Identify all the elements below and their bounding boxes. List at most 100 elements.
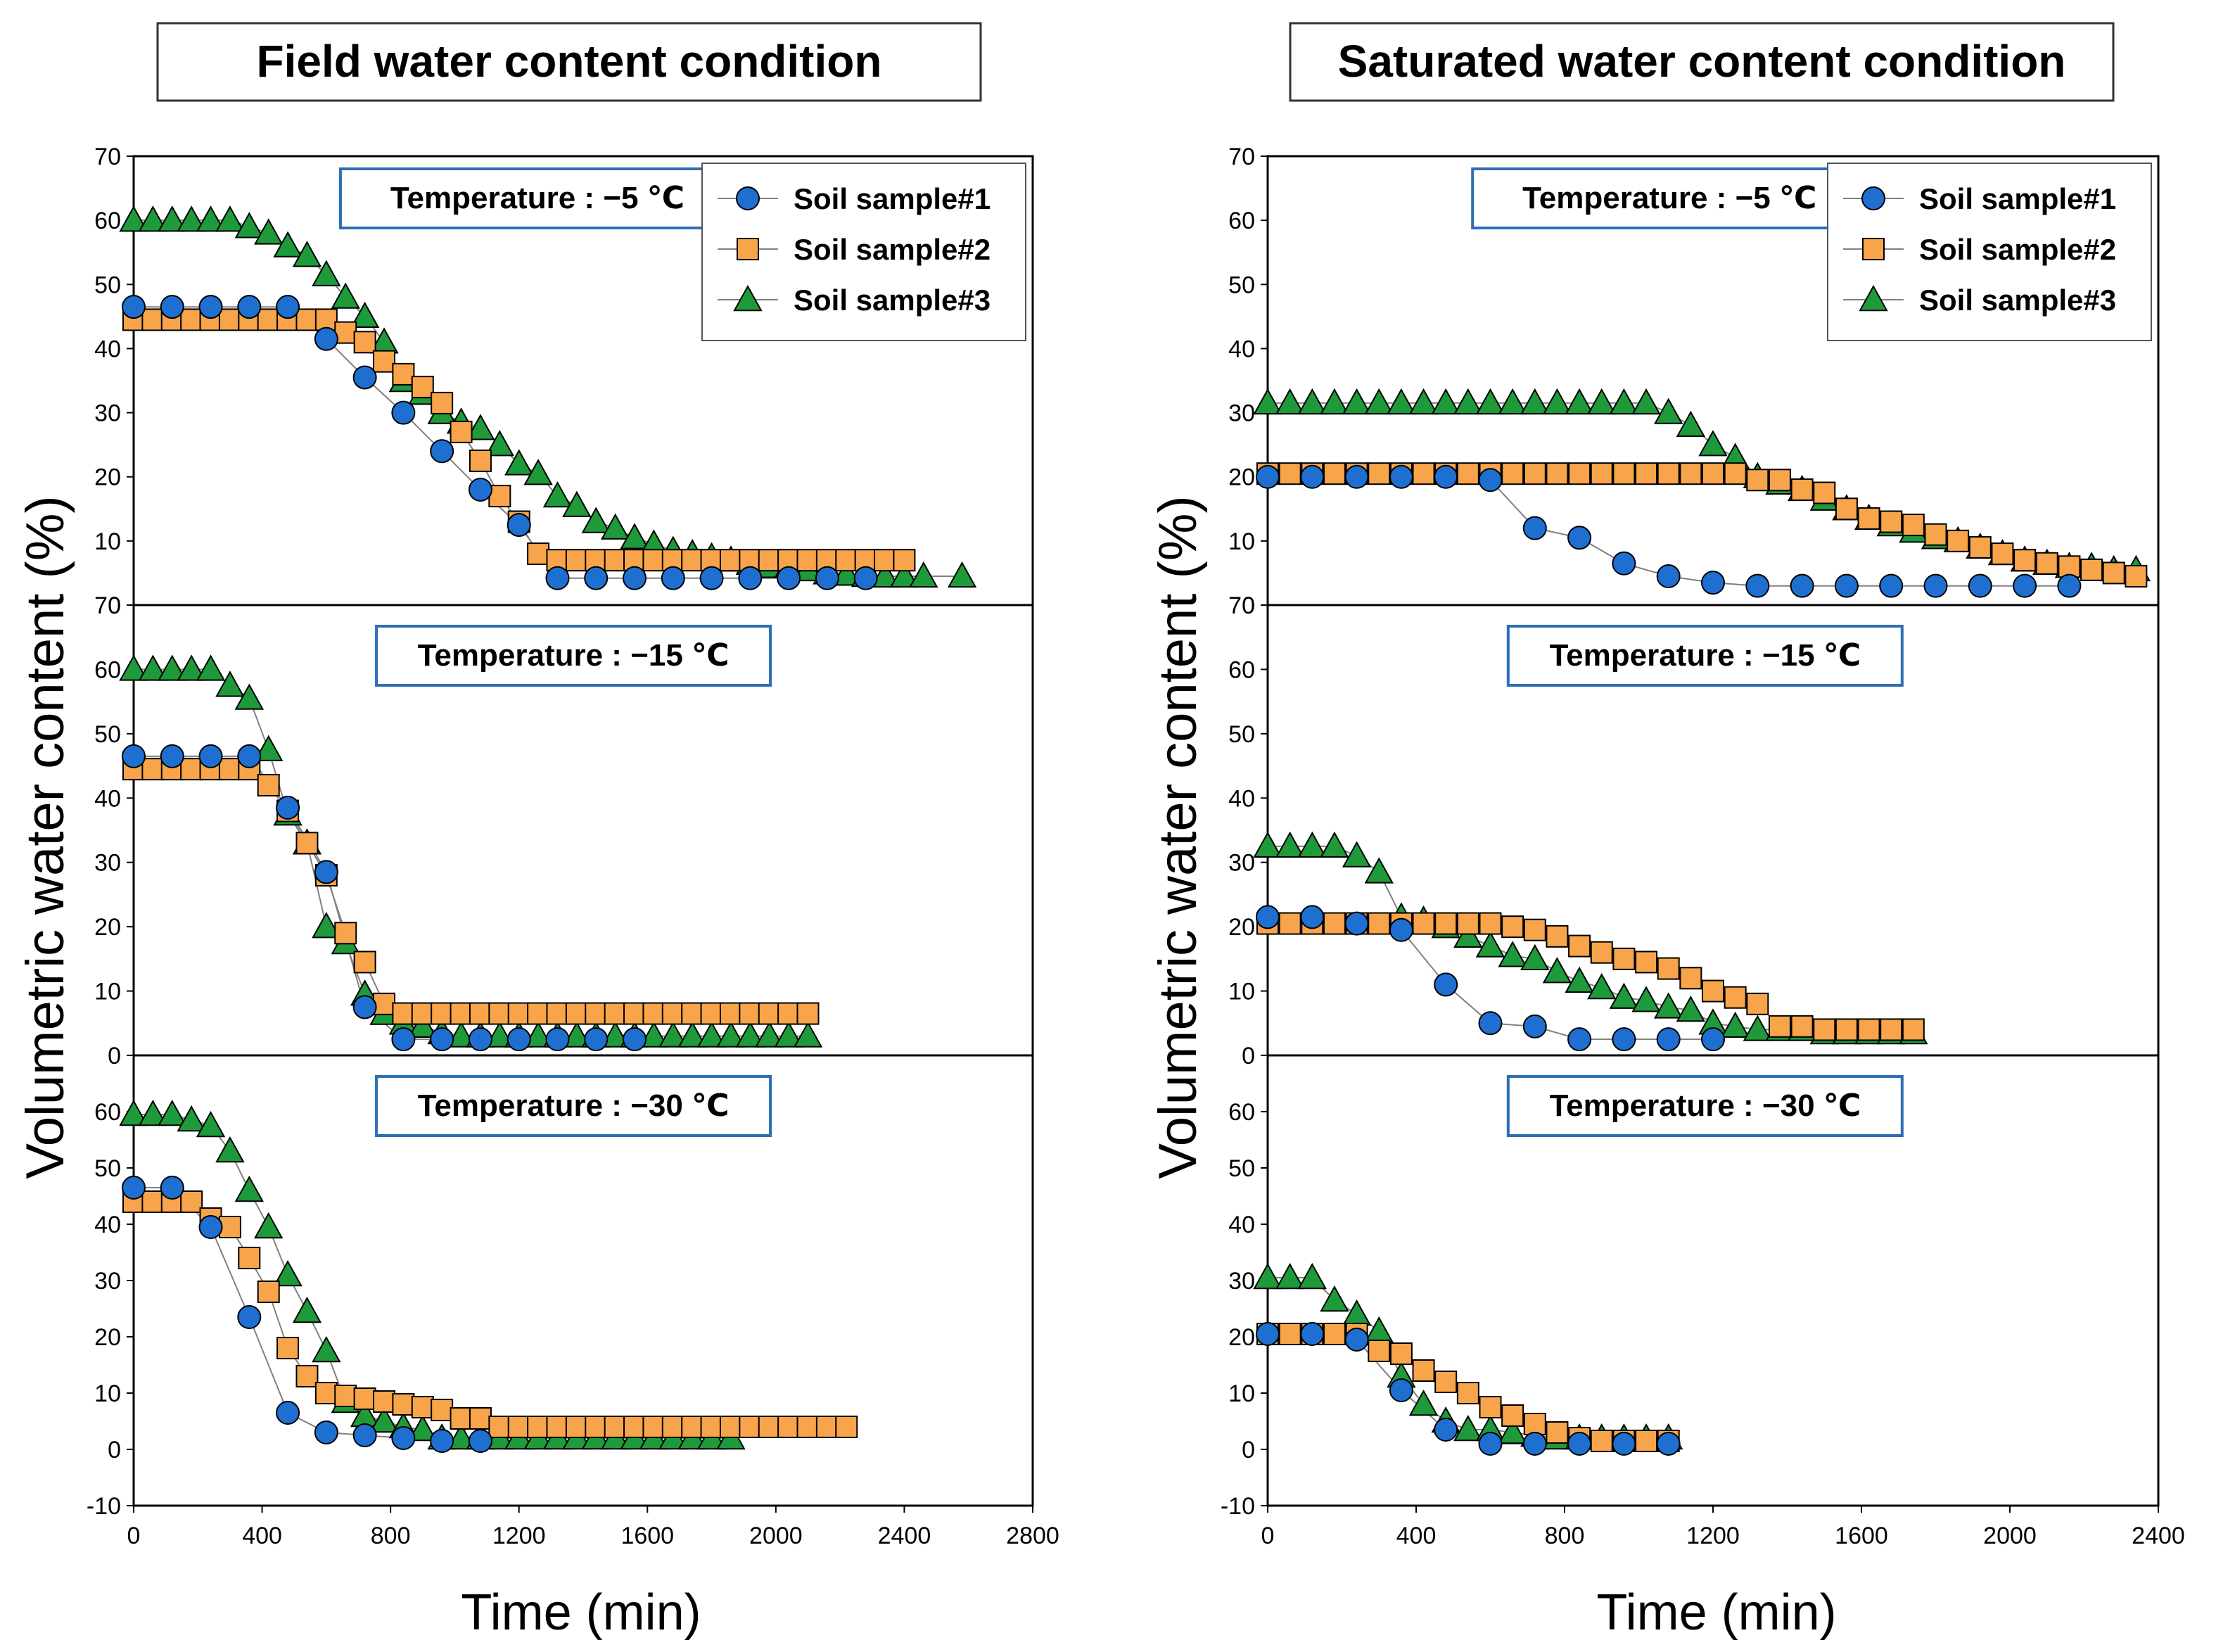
- data-point-sample-1: [276, 295, 300, 319]
- data-point-sample-3: [1631, 986, 1661, 1012]
- data-point-sample-2: [1546, 925, 1569, 948]
- data-point-sample-3: [774, 1021, 803, 1048]
- y-tick-label: 20: [1228, 464, 1255, 491]
- left-y-axis-label: Volumetric water content (%): [15, 495, 75, 1179]
- data-point-sample-3: [138, 654, 168, 681]
- data-point-sample-2: [141, 308, 165, 331]
- y-tick-label: 10: [94, 979, 121, 1005]
- legend-label-sample-3: Soil sample#3: [794, 284, 991, 317]
- y-tick-label: 10: [1228, 979, 1255, 1005]
- legend-marker-sample-3: [1859, 284, 1888, 312]
- right-x-axis-label: Time (min): [1596, 1584, 1836, 1641]
- data-point-sample-3: [1654, 992, 1683, 1019]
- data-point-sample-2: [758, 1002, 781, 1025]
- data-point-sample-1: [276, 1401, 300, 1425]
- data-point-sample-1: [853, 566, 878, 590]
- data-point-sample-1: [1478, 1011, 1503, 1036]
- x-tick-label: 1600: [620, 1523, 674, 1549]
- data-point-sample-2: [1389, 1342, 1413, 1365]
- data-point-sample-3: [542, 481, 573, 508]
- data-point-sample-2: [507, 1416, 530, 1438]
- y-tick-label: 50: [94, 721, 121, 748]
- data-point-sample-1: [1923, 573, 1948, 598]
- data-point-sample-1: [623, 566, 647, 590]
- data-point-sample-2: [1746, 992, 1769, 1015]
- data-point-sample-3: [312, 1335, 341, 1363]
- data-point-sample-2: [527, 542, 550, 566]
- data-point-sample-1: [1522, 1014, 1547, 1038]
- data-point-sample-3: [1275, 1262, 1305, 1290]
- data-point-sample-1: [1300, 1322, 1325, 1346]
- data-point-sample-1: [198, 295, 223, 319]
- data-point-sample-1: [198, 744, 223, 768]
- data-point-sample-1: [815, 566, 839, 590]
- data-point-sample-2: [661, 1416, 684, 1438]
- data-point-sample-3: [485, 430, 515, 457]
- data-point-sample-1: [1256, 905, 1280, 929]
- data-point-sample-2: [623, 1002, 647, 1025]
- data-point-sample-3: [1387, 388, 1416, 415]
- data-point-sample-3: [158, 205, 187, 232]
- data-point-sample-1: [2057, 573, 2082, 598]
- data-point-sample-2: [546, 1416, 569, 1438]
- data-point-sample-2: [411, 376, 434, 399]
- data-point-sample-1: [1656, 564, 1681, 588]
- data-point-sample-3: [1676, 410, 1706, 437]
- data-point-sample-2: [1657, 957, 1680, 980]
- data-point-sample-3: [1253, 388, 1282, 415]
- data-point-sample-3: [562, 1021, 592, 1048]
- data-point-sample-2: [758, 549, 781, 572]
- data-point-sample-2: [681, 1002, 704, 1025]
- x-tick-label: 0: [1261, 1523, 1275, 1549]
- data-point-sample-1: [1567, 1027, 1592, 1052]
- data-point-sample-2: [218, 308, 241, 331]
- series-markers: [1253, 1262, 1683, 1456]
- data-point-sample-3: [215, 205, 245, 232]
- legend-label-sample-1: Soil sample#1: [1919, 182, 2116, 215]
- data-point-sample-1: [352, 365, 377, 390]
- y-tick-label: 40: [1228, 336, 1255, 362]
- data-point-sample-2: [874, 549, 897, 572]
- data-point-sample-2: [604, 549, 627, 572]
- data-point-sample-1: [1612, 1027, 1636, 1052]
- right-condition-title: Saturated water content condition: [1338, 36, 2066, 87]
- data-point-sample-3: [735, 1021, 765, 1048]
- temperature-label-box: Temperature : −30 ℃: [375, 1075, 772, 1137]
- data-point-sample-1: [1434, 464, 1458, 489]
- panel-left-2: 0 10 20 30 40 50 60 70 Temperature : −15 ℃: [94, 592, 1034, 1069]
- data-point-sample-3: [292, 1296, 322, 1323]
- y-tick-label: 0: [108, 592, 121, 619]
- data-point-sample-3: [1408, 388, 1439, 415]
- data-point-sample-2: [1501, 1404, 1524, 1427]
- data-point-sample-3: [1364, 388, 1394, 415]
- data-point-sample-1: [1612, 1432, 1636, 1456]
- data-point-sample-1: [699, 566, 724, 590]
- data-point-sample-1: [122, 1176, 146, 1200]
- data-point-sample-2: [604, 1416, 627, 1438]
- data-point-sample-1: [623, 1027, 647, 1052]
- data-point-sample-3: [196, 654, 226, 681]
- left-condition-title: Field water content condition: [257, 36, 882, 87]
- data-point-sample-2: [777, 1416, 801, 1438]
- data-point-sample-3: [889, 561, 919, 588]
- data-point-sample-3: [119, 205, 148, 232]
- data-point-sample-2: [835, 549, 858, 572]
- series-line-sample-2: [134, 768, 808, 1015]
- data-point-sample-1: [2013, 573, 2037, 598]
- data-point-sample-3: [1475, 931, 1505, 958]
- y-tick-label: -10: [87, 1493, 121, 1520]
- data-point-sample-3: [1498, 941, 1527, 967]
- y-tick-label: 40: [94, 785, 121, 812]
- data-point-sample-1: [1344, 911, 1369, 936]
- legend-marker-sample-1: [1861, 186, 1885, 210]
- data-point-sample-3: [369, 1406, 399, 1433]
- data-point-sample-2: [1702, 979, 1724, 1003]
- data-point-sample-2: [1479, 1396, 1502, 1418]
- data-point-sample-2: [1768, 469, 1791, 492]
- data-point-sample-2: [623, 1416, 647, 1438]
- data-point-sample-3: [1320, 1285, 1349, 1312]
- data-point-sample-3: [273, 1259, 303, 1287]
- data-point-sample-2: [565, 549, 588, 572]
- data-point-sample-3: [1609, 388, 1639, 415]
